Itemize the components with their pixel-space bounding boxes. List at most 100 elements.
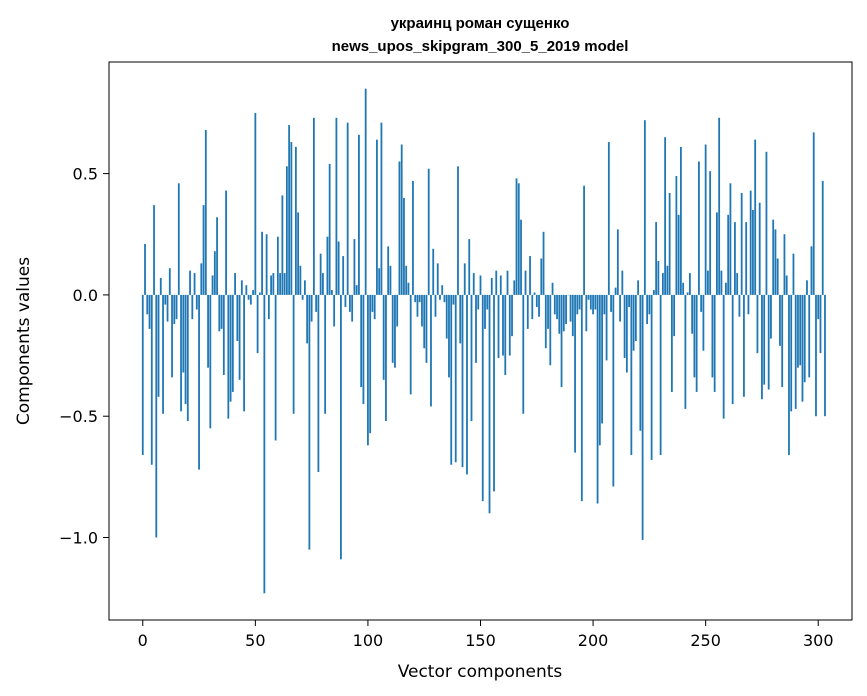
bar-102 <box>371 294 374 312</box>
bar-71 <box>301 294 304 300</box>
bar-73 <box>306 294 309 344</box>
bar-114 <box>398 161 401 295</box>
bar-33 <box>216 217 218 295</box>
x-axis-ticks: 0 50 100 150 200 250 300 <box>138 620 834 650</box>
bar-245 <box>693 294 696 378</box>
bar-292 <box>799 294 802 366</box>
bars-group <box>141 88 826 594</box>
bar-90 <box>344 294 347 308</box>
chart-title-line1: украинц роман сущенко <box>391 15 570 32</box>
x-tick-label: 150 <box>465 631 496 650</box>
bar-108 <box>385 294 387 422</box>
bar-248 <box>700 294 703 312</box>
bar-204 <box>601 294 603 424</box>
bar-46 <box>245 285 248 295</box>
bar-183 <box>553 294 556 315</box>
bar-138 <box>452 294 455 305</box>
bar-37 <box>225 190 227 295</box>
bar-155 <box>490 277 493 295</box>
bar-86 <box>335 117 338 295</box>
bar-169 <box>522 294 525 414</box>
bar-291 <box>797 294 799 368</box>
bar-163 <box>508 294 511 356</box>
bar-135 <box>445 294 448 339</box>
bar-153 <box>486 294 489 310</box>
bar-268 <box>745 222 748 295</box>
bar-128 <box>430 294 432 407</box>
bar-302 <box>821 180 824 295</box>
bar-267 <box>743 294 745 397</box>
bar-226 <box>650 294 653 460</box>
bar-196 <box>583 185 585 295</box>
bar-229 <box>657 260 660 295</box>
bar-36 <box>222 294 225 375</box>
bar-234 <box>668 193 671 295</box>
bar-152 <box>484 294 486 329</box>
y-axis-ticks: −1.0 −0.5 0.0 0.5 <box>59 165 109 548</box>
bar-295 <box>806 280 808 295</box>
bar-179 <box>544 294 547 349</box>
bar-178 <box>542 231 545 295</box>
bar-87 <box>337 241 340 295</box>
bar-137 <box>450 294 453 465</box>
bar-132 <box>439 294 441 300</box>
bar-285 <box>783 234 786 295</box>
bar-250 <box>704 144 707 295</box>
bar-3 <box>148 294 151 329</box>
bar-113 <box>396 294 399 327</box>
bar-259 <box>725 282 727 295</box>
bar-68 <box>294 146 297 295</box>
bar-237 <box>675 176 678 295</box>
bar-18 <box>182 294 185 373</box>
bar-263 <box>734 222 736 295</box>
bar-297 <box>810 246 813 295</box>
bar-281 <box>774 229 777 295</box>
bar-74 <box>308 294 311 550</box>
bar-174 <box>533 292 536 295</box>
bar-6 <box>155 294 158 538</box>
bar-38 <box>227 294 230 419</box>
bar-182 <box>551 282 554 295</box>
bar-261 <box>729 183 732 295</box>
bar-100 <box>367 294 369 446</box>
bar-216 <box>628 294 630 308</box>
bar-85 <box>333 294 336 327</box>
bar-41 <box>234 273 236 295</box>
bar-117 <box>405 265 408 295</box>
bar-54 <box>263 294 266 594</box>
bar-224 <box>646 294 649 325</box>
bar-141 <box>459 294 462 344</box>
bar-98 <box>362 294 365 405</box>
bar-160 <box>502 294 504 356</box>
bar-165 <box>513 280 516 295</box>
bar-209 <box>612 294 615 487</box>
bar-207 <box>607 142 610 295</box>
bar-265 <box>738 294 741 317</box>
bar-186 <box>560 294 563 388</box>
bar-283 <box>779 294 781 346</box>
bar-122 <box>416 294 419 317</box>
bar-219 <box>634 294 637 341</box>
bar-29 <box>207 294 209 368</box>
bar-197 <box>585 294 588 332</box>
bar-242 <box>686 292 689 295</box>
bar-31 <box>211 275 214 295</box>
x-tick-label: 100 <box>353 631 384 650</box>
bar-272 <box>754 139 757 295</box>
bar-175 <box>535 294 538 308</box>
bar-35 <box>220 294 223 329</box>
bar-218 <box>632 294 635 351</box>
bar-45 <box>243 294 245 412</box>
bar-140 <box>457 166 459 295</box>
bar-191 <box>571 294 574 337</box>
bar-252 <box>709 171 712 295</box>
bar-243 <box>688 273 691 295</box>
bar-77 <box>315 294 318 312</box>
bar-286 <box>785 275 788 295</box>
bar-84 <box>331 290 333 295</box>
bar-19 <box>184 294 187 405</box>
bar-190 <box>569 294 572 322</box>
bar-258 <box>722 294 725 419</box>
bar-9 <box>162 294 164 414</box>
bar-16 <box>177 183 180 295</box>
